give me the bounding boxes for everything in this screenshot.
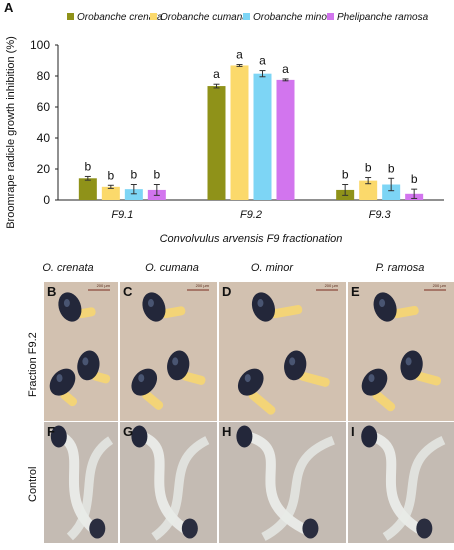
- species-header-minor: O. minor: [250, 262, 294, 274]
- x-tick-label: F9.1: [111, 209, 133, 221]
- species-header-crenata: O. crenata: [42, 262, 94, 274]
- y-tick-label: 40: [37, 131, 51, 145]
- panel-letter-c: C: [123, 284, 133, 299]
- bar-chart: 0 20 40 60 80 100 Broomrape radicle growth inh…: [5, 12, 444, 245]
- significance-letter: b: [130, 168, 137, 182]
- panel-letter-a: A: [4, 0, 14, 15]
- bar-cumana-F9.3: [359, 180, 378, 200]
- significance-letter: b: [107, 168, 114, 182]
- scale-bar-label: 200 µm: [432, 283, 446, 288]
- significance-letter: a: [282, 62, 289, 76]
- x-axis-label: Convolvulus arvensis F9 fractionation: [160, 233, 343, 245]
- species-header-cumana: O. cumana: [145, 262, 199, 274]
- micrograph-panel-f: F: [44, 422, 118, 543]
- panel-letter-d: D: [222, 284, 232, 299]
- micrograph-panel-e: E 200 µm: [348, 282, 454, 421]
- y-tick-label: 100: [30, 38, 50, 52]
- scale-bar-label: 200 µm: [324, 283, 338, 288]
- significance-letter: b: [411, 172, 418, 186]
- bar-ramosa-F9.2: [276, 79, 295, 200]
- panel-letter-h: H: [222, 424, 232, 439]
- y-tick-label: 20: [37, 162, 51, 176]
- micrograph-panel-h: H: [219, 422, 346, 543]
- significance-letter: b: [342, 168, 349, 182]
- panel-letter-e: E: [351, 284, 360, 299]
- significance-letter: b: [388, 161, 395, 175]
- y-axis-label: Broomrape radicle growth inhibition (%): [5, 36, 17, 229]
- legend-label-cumana: Orobanche cumana: [160, 12, 248, 23]
- micrograph-panel-g: G: [120, 422, 217, 543]
- significance-letter: b: [84, 159, 91, 173]
- micrograph-panel-b: B 200 µm: [44, 282, 118, 421]
- legend-swatch-cumana: [150, 13, 157, 20]
- significance-letter: b: [153, 168, 160, 182]
- significance-letter: a: [259, 54, 266, 68]
- legend-label-ramosa: Phelipanche ramosa: [337, 12, 429, 23]
- legend-swatch-crenata: [67, 13, 74, 20]
- y-tick-label: 0: [43, 193, 50, 207]
- micrograph-panel-c: C 200 µm: [120, 282, 217, 421]
- row-label-fraction: Fraction F9.2: [27, 332, 39, 397]
- legend-swatch-minor: [243, 13, 250, 20]
- legend-swatch-ramosa: [327, 13, 334, 20]
- species-header-ramosa: P. ramosa: [375, 262, 425, 274]
- significance-letter: a: [236, 48, 243, 62]
- panel-letter-f: F: [47, 424, 55, 439]
- y-tick-label: 80: [37, 69, 51, 83]
- legend-label-minor: Orobanche minor: [253, 12, 331, 23]
- significance-letter: a: [213, 67, 220, 81]
- bar-crenata-F9.2: [207, 86, 226, 200]
- bar-minor-F9.3: [382, 184, 401, 200]
- x-tick-label: F9.3: [369, 209, 392, 221]
- panel-letter-b: B: [47, 284, 57, 299]
- micrograph-panel-d: D 200 µm: [219, 282, 346, 421]
- bar-minor-F9.2: [253, 73, 272, 200]
- scale-bar-label: 200 µm: [96, 283, 110, 288]
- y-tick-label: 60: [37, 100, 51, 114]
- micrograph-panel-i: I: [348, 422, 454, 543]
- bar-crenata-F9.1: [78, 178, 97, 200]
- panel-letter-g: G: [123, 424, 134, 439]
- legend-label-crenata: Orobanche crenata: [77, 12, 163, 23]
- significance-letter: b: [365, 161, 372, 175]
- panel-letter-i: I: [351, 424, 355, 439]
- x-tick-label: F9.2: [240, 209, 262, 221]
- bar-cumana-F9.2: [230, 65, 249, 201]
- bar-cumana-F9.1: [101, 186, 120, 200]
- scale-bar-label: 200 µm: [195, 283, 209, 288]
- row-label-control: Control: [27, 466, 39, 502]
- bar-minor-F9.1: [124, 189, 143, 200]
